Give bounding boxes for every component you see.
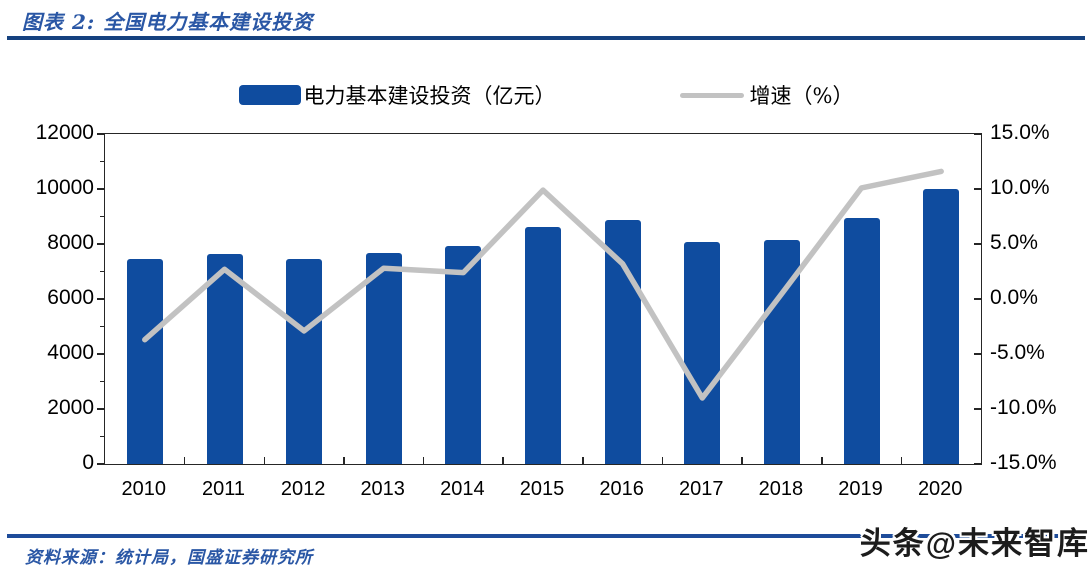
x-tick-label-2016: 2016: [599, 478, 644, 500]
x-boundary-tick: [900, 457, 903, 464]
y-right-tick: [974, 298, 981, 300]
x-tick-label-2019: 2019: [838, 478, 883, 500]
y-left-tick-label: 4000: [47, 341, 94, 364]
x-tick-label-2013: 2013: [360, 478, 405, 500]
bar-2020: [923, 189, 960, 464]
x-boundary-tick: [422, 457, 425, 464]
bar-2019: [843, 217, 880, 464]
x-tick-label-2017: 2017: [679, 478, 724, 500]
y-right-tick-label: -10.0%: [990, 396, 1057, 419]
y-left-tick-label: 8000: [47, 231, 94, 254]
y-right-tick-label: 10.0%: [990, 176, 1050, 199]
legend-label-investment: 电力基本建设投资（亿元）: [303, 84, 556, 108]
figure-title: 图表 2: 全国电力基本建设投资: [22, 10, 314, 34]
x-tick-label-2010: 2010: [121, 478, 167, 500]
y-left-tick-label: 2000: [47, 396, 94, 419]
legend-label-growth: 增速（%）: [749, 84, 854, 108]
x-tick-label-2015: 2015: [519, 478, 565, 500]
y-left-tick: [97, 243, 105, 245]
x-tick-label-2011: 2011: [201, 478, 246, 500]
x-boundary-tick: [183, 457, 186, 464]
y-left-tick-label: 0: [82, 451, 94, 474]
y-right-tick-label: 0.0%: [990, 286, 1038, 309]
x-boundary-tick: [502, 457, 504, 464]
x-boundary-tick: [582, 457, 584, 464]
bar-2013: [365, 252, 402, 464]
y-left-tick-label: 12000: [35, 121, 94, 144]
y-left-minor-tick: [100, 160, 105, 163]
y-left-minor-tick: [100, 380, 105, 383]
x-boundary-tick: [821, 457, 823, 464]
y-right-tick: [974, 243, 981, 245]
y-right-tick: [974, 463, 981, 465]
plot-area: [97, 133, 982, 465]
y-right-tick-label: 5.0%: [990, 231, 1038, 254]
x-tick-label-2012: 2012: [280, 478, 326, 500]
title-divider: [7, 36, 1085, 40]
bar-2017: [684, 242, 721, 464]
x-tick-label-2014: 2014: [440, 478, 485, 500]
legend-item-investment: 电力基本建设投资（亿元）: [238, 80, 556, 110]
y-right-tick-label: -5.0%: [990, 341, 1045, 364]
legend-bar-swatch: [238, 85, 301, 105]
y-left-tick-label: 10000: [35, 176, 94, 199]
y-left-minor-tick: [100, 270, 105, 273]
y-left-tick-label: 6000: [47, 286, 94, 309]
bar-2014: [445, 245, 482, 464]
x-tick-label-2020: 2020: [917, 478, 963, 500]
y-left-minor-tick: [100, 325, 105, 328]
x-boundary-tick: [741, 457, 743, 464]
source-note: 资料来源：统计局，国盛证券研究所: [25, 548, 313, 568]
y-right-tick-label: 15.0%: [990, 121, 1050, 144]
growth-line: [142, 168, 944, 401]
legend-item-growth: 增速（%）: [679, 80, 854, 110]
bar-2011: [206, 253, 243, 464]
y-left-tick: [97, 463, 105, 465]
y-left-tick: [97, 408, 105, 410]
y-left-tick: [97, 188, 105, 190]
chart-legend: 电力基本建设投资（亿元） 增速（%）: [0, 80, 1092, 110]
x-boundary-tick: [343, 457, 345, 464]
x-boundary-tick: [661, 457, 664, 464]
y-left-tick: [97, 298, 105, 300]
x-boundary-tick: [263, 457, 265, 464]
bar-2015: [525, 226, 561, 464]
y-right-tick-label: -15.0%: [990, 451, 1057, 474]
y-right-tick: [974, 353, 981, 355]
y-right-tick: [974, 188, 981, 190]
bar-2012: [286, 259, 323, 464]
footer-divider: [7, 534, 1085, 538]
bar-2010: [126, 259, 163, 464]
y-right-tick: [974, 133, 981, 135]
y-left-tick: [97, 133, 105, 135]
y-left-minor-tick: [100, 435, 105, 438]
y-right-tick: [974, 408, 981, 410]
y-left-minor-tick: [100, 215, 105, 218]
watermark: 头条@未来智库: [859, 526, 1090, 561]
y-left-tick: [97, 353, 105, 355]
legend-line-swatch: [679, 92, 744, 98]
x-tick-label-2018: 2018: [758, 478, 804, 500]
